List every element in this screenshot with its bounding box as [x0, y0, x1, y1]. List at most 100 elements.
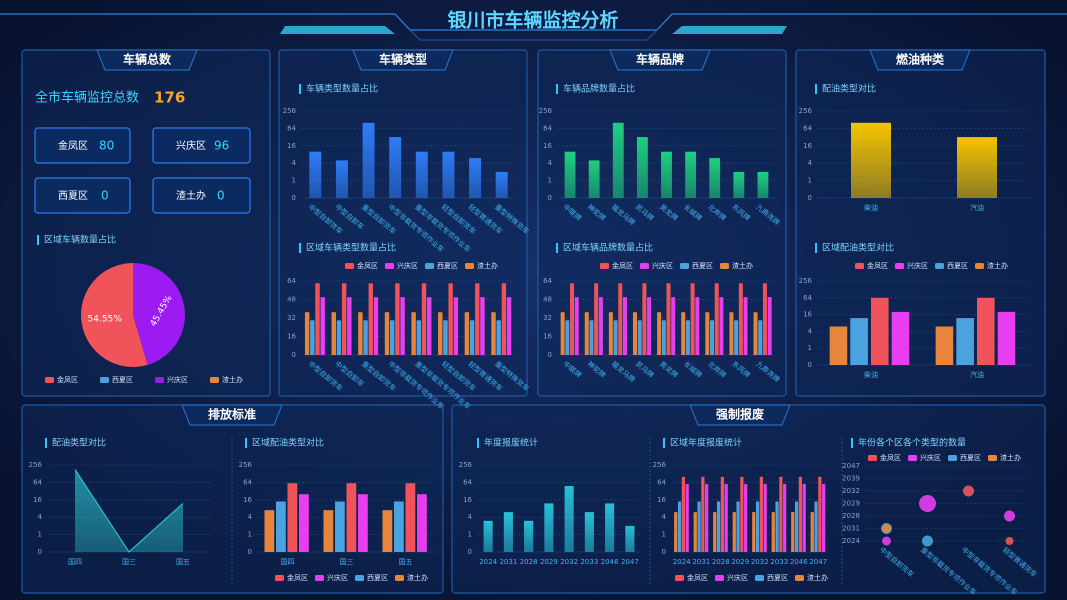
- bar: [608, 312, 613, 355]
- district-name: 渣土办: [176, 189, 206, 202]
- y-tick-label: 32: [543, 314, 552, 322]
- bar: [334, 501, 345, 552]
- chart-title: 年度报废统计: [484, 437, 538, 449]
- bar: [724, 484, 728, 552]
- bar: [469, 158, 482, 198]
- scatter-point: [882, 524, 891, 533]
- legend-swatch: [640, 263, 649, 269]
- legend-swatch: [45, 377, 54, 383]
- bar: [732, 512, 736, 552]
- bar: [320, 297, 325, 355]
- legend-swatch: [395, 575, 404, 581]
- legend-label: 金凤区: [357, 261, 378, 270]
- bar: [496, 320, 501, 355]
- bar: [405, 483, 416, 552]
- legend-label: 金凤区: [880, 453, 901, 462]
- chart-title: 区域年度报废统计: [670, 437, 742, 449]
- x-tick-label: 国四: [281, 558, 295, 566]
- bar: [442, 151, 455, 198]
- y-tick-label: 256: [283, 107, 297, 115]
- bar: [588, 160, 600, 198]
- legend-swatch: [465, 263, 474, 269]
- y-tick-label: 64: [463, 478, 472, 486]
- chart-title: 区域配油类型对比: [252, 437, 324, 449]
- bar: [613, 320, 618, 355]
- y-tick-label: 16: [657, 496, 666, 504]
- title-marker: [45, 438, 47, 448]
- bar: [677, 501, 682, 552]
- legend-label: 西夏区: [112, 376, 133, 384]
- bar: [358, 494, 368, 552]
- y-tick-label: 0: [292, 351, 296, 359]
- legend-swatch: [210, 377, 219, 383]
- legend-label: 西夏区: [692, 262, 713, 270]
- y-tick-label: 64: [803, 294, 812, 302]
- y-tick-label: 16: [543, 333, 552, 341]
- bar: [997, 311, 1016, 365]
- district-box: [34, 177, 131, 214]
- y-tick-label: 4: [38, 513, 43, 521]
- y-tick-label: 256: [239, 461, 253, 469]
- x-tick-label: 国三: [340, 558, 354, 566]
- x-tick-label: 2031: [692, 558, 710, 566]
- header: 银川市车辆监控分析: [0, 9, 1067, 41]
- title-marker: [477, 438, 479, 448]
- bar: [411, 312, 416, 355]
- bar: [495, 171, 508, 198]
- y-tick-label: 2029: [842, 500, 860, 508]
- bar: [685, 151, 697, 198]
- bar: [358, 312, 363, 355]
- scatter-point: [922, 535, 933, 547]
- bar: [685, 320, 690, 355]
- scatter-point: [963, 485, 974, 497]
- legend-swatch: [675, 575, 684, 581]
- y-tick-label: 16: [543, 142, 552, 150]
- bar: [674, 512, 678, 552]
- y-tick-label: 0: [38, 548, 42, 556]
- scatter-point: [1004, 510, 1015, 522]
- title-marker: [663, 438, 665, 448]
- bar: [671, 297, 676, 355]
- bar: [368, 283, 373, 355]
- y-tick-label: 64: [287, 124, 296, 132]
- bar: [618, 283, 623, 355]
- x-tick-label: 2047: [809, 558, 827, 566]
- x-tick-label: 柴油: [864, 203, 878, 212]
- y-tick-label: 64: [657, 478, 666, 486]
- bar: [690, 283, 695, 355]
- bar: [791, 512, 795, 552]
- legend-swatch: [975, 263, 984, 269]
- bar: [714, 283, 719, 355]
- bar: [709, 158, 721, 198]
- bar: [729, 312, 734, 355]
- bar: [977, 297, 995, 365]
- legend-label: 渣土办: [807, 573, 828, 582]
- bar: [400, 297, 405, 355]
- y-tick-label: 256: [799, 107, 813, 115]
- bar: [384, 312, 390, 355]
- bar: [759, 476, 763, 552]
- title-marker: [245, 438, 247, 448]
- bar: [416, 320, 422, 355]
- panel-title: 排放标准: [208, 407, 256, 422]
- bar: [335, 160, 348, 198]
- x-tick-label: 2033: [770, 558, 788, 566]
- bar: [752, 512, 756, 552]
- legend-label: 西夏区: [437, 262, 458, 270]
- chart-title: 年份各个区各个类型的数量: [858, 437, 966, 449]
- bar: [798, 476, 802, 552]
- bar: [336, 320, 342, 355]
- bar: [871, 297, 889, 365]
- legend-label: 西夏区: [960, 454, 981, 462]
- y-tick-label: 0: [292, 194, 296, 202]
- bar: [685, 484, 689, 552]
- y-tick-label: 2039: [842, 475, 860, 483]
- legend-swatch: [895, 263, 904, 269]
- bar: [565, 320, 570, 355]
- bar: [850, 318, 868, 365]
- x-tick-label: 2046: [601, 558, 619, 566]
- legend-swatch: [715, 575, 724, 581]
- title-marker: [299, 243, 301, 253]
- y-tick-label: 64: [543, 124, 552, 132]
